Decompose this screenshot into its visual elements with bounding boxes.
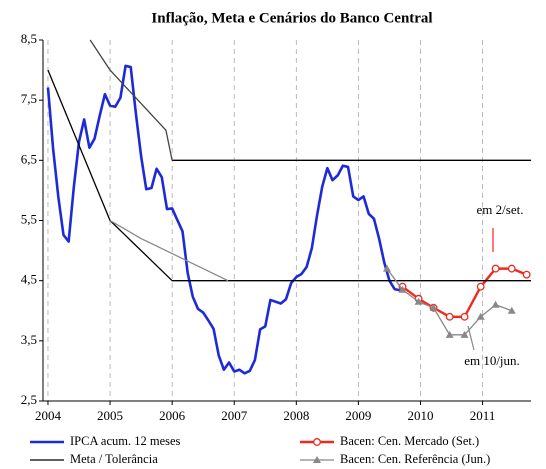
plot-area: [46, 39, 531, 375]
y-tick-label: 2,5: [21, 392, 37, 407]
x-tick-label: 2006: [159, 408, 186, 423]
point: [507, 264, 516, 273]
x-tick-label: 2011: [470, 408, 496, 423]
point: [414, 297, 423, 305]
x-tick-label: 2008: [283, 408, 309, 423]
point: [398, 285, 407, 293]
point: [476, 312, 485, 320]
x-tick-label: 2010: [407, 408, 433, 423]
y-tick-label: 6,5: [21, 151, 37, 166]
y-tick-label: 8,5: [21, 31, 37, 46]
legend-label: IPCA acum. 12 meses: [70, 434, 181, 448]
point: [445, 330, 454, 338]
point: [382, 264, 391, 272]
annotation: em 2/set.: [477, 202, 524, 217]
series-line: [386, 268, 512, 336]
point: [491, 300, 500, 308]
chart-title: Inflação, Meta e Cenários do Banco Centr…: [151, 10, 432, 26]
x-tick-label: 2005: [97, 408, 123, 423]
point: [491, 264, 500, 273]
y-tick-label: 4,5: [21, 272, 37, 287]
point: [522, 270, 531, 279]
x-tick-label: 2004: [35, 408, 62, 423]
y-tick-label: 7,5: [21, 91, 37, 106]
x-tick-label: 2007: [221, 408, 248, 423]
x-tick-label: 2009: [345, 408, 371, 423]
point: [445, 312, 454, 321]
legend-label: Meta / Tolerância: [70, 452, 158, 466]
legend-label: Bacen: Cen. Referência (Jun.): [340, 452, 490, 466]
point: [507, 306, 516, 314]
point: [476, 282, 485, 291]
legend-label: Bacen: Cen. Mercado (Set.): [340, 434, 479, 448]
legend-marker: [313, 438, 321, 446]
point: [429, 303, 438, 311]
legend-marker: [313, 456, 321, 463]
series-line: [109, 219, 229, 282]
series-line: [47, 69, 531, 282]
point: [460, 312, 469, 321]
annotation-line: [467, 325, 475, 351]
y-tick-label: 3,5: [21, 332, 37, 347]
annotation: em 10/jun.: [464, 353, 520, 368]
series-line: [89, 39, 173, 161]
series-line: [46, 64, 401, 375]
point: [460, 330, 469, 338]
y-tick-label: 5,5: [21, 211, 37, 226]
